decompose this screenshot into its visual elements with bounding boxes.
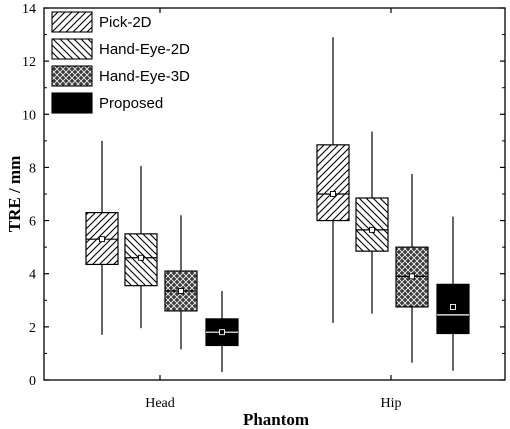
box-proposed-head — [205, 290, 239, 373]
y-tick-label: 12 — [22, 55, 36, 70]
legend-swatch — [51, 38, 93, 60]
legend-item: Hand-Eye-3D — [51, 65, 190, 87]
legend-label: Pick-2D — [99, 14, 152, 31]
y-tick-label: 0 — [29, 374, 36, 389]
x-tick-label: Head — [145, 396, 175, 411]
legend-label: Hand-Eye-3D — [99, 68, 190, 85]
y-tick-label: 8 — [29, 161, 36, 176]
box-hand-eye-3d-hip — [395, 174, 429, 363]
mean-marker — [99, 236, 105, 243]
y-tick-label: 6 — [29, 215, 36, 230]
y-tick-label: 4 — [29, 268, 36, 283]
x-axis-title: Phantom — [243, 410, 309, 429]
legend-label: Proposed — [99, 95, 163, 112]
plot-frame — [43, 7, 506, 381]
box-pick-2d-hip — [316, 37, 350, 323]
mean-marker — [219, 329, 225, 336]
box-body — [316, 144, 350, 222]
mean-marker — [330, 191, 336, 197]
legend: Pick-2D Hand-Eye-2D Hand-Eye-3D Proposed — [51, 11, 190, 114]
legend-label: Hand-Eye-2D — [99, 41, 190, 58]
x-axis: Head Hip — [145, 8, 402, 411]
box-pick-2d-head — [85, 140, 119, 335]
box-proposed-hip — [436, 216, 470, 371]
y-axis-title: TRE / mm — [5, 156, 24, 233]
legend-swatch — [51, 92, 93, 114]
legend-item: Proposed — [51, 92, 163, 114]
box-series-group — [85, 37, 470, 373]
x-tick-label: Hip — [381, 396, 402, 411]
legend-item: Hand-Eye-2D — [51, 38, 190, 60]
mean-marker — [138, 254, 144, 261]
legend-swatch — [51, 11, 93, 33]
mean-marker — [409, 273, 415, 280]
legend-swatch — [51, 65, 93, 87]
box-hand-eye-3d-head — [164, 215, 198, 350]
box-hand-eye-2d-hip — [355, 131, 389, 314]
y-tick-label: 10 — [22, 108, 36, 123]
mean-marker — [178, 288, 184, 294]
plot-border — [43, 7, 506, 381]
legend-item: Pick-2D — [51, 11, 152, 33]
y-tick-label: 2 — [29, 321, 36, 336]
mean-marker — [369, 226, 375, 233]
box-body — [355, 197, 389, 252]
y-tick-label: 14 — [22, 2, 36, 17]
box-hand-eye-2d-head — [124, 166, 158, 329]
mean-marker — [450, 303, 456, 310]
y-axis: 0 2 4 6 8 10 12 14 — [22, 2, 505, 389]
